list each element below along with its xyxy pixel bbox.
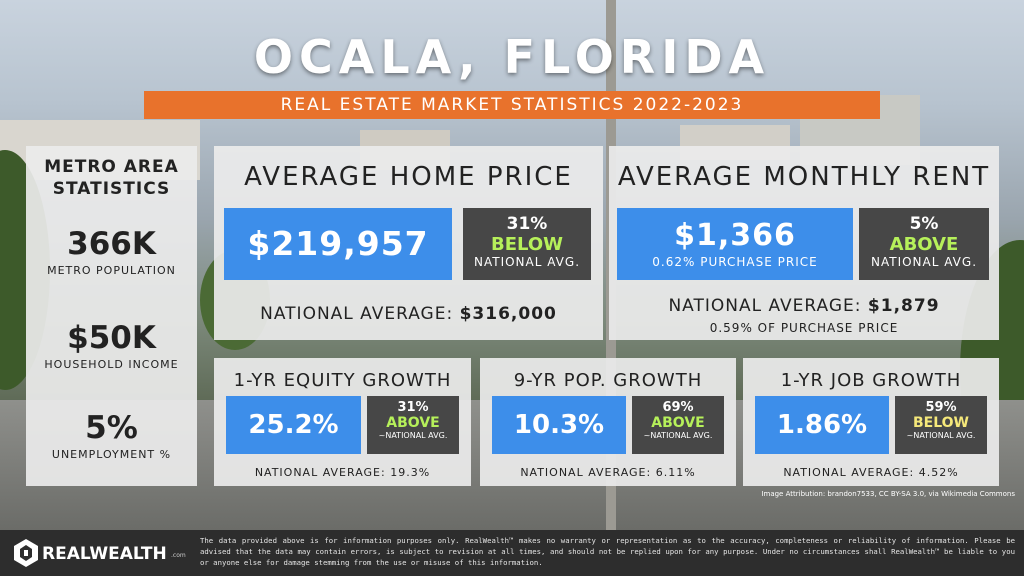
metro-heading-line2: STATISTICS — [52, 179, 171, 199]
equity-growth-direction: ABOVE — [386, 415, 440, 431]
home-price-title: AVERAGE HOME PRICE — [244, 162, 573, 192]
population-growth-national: NATIONAL AVERAGE: 6.11% — [520, 466, 696, 479]
equity-growth-national: NATIONAL AVERAGE: 19.3% — [254, 466, 431, 479]
equity-growth-title: 1-YR EQUITY GROWTH — [233, 370, 452, 391]
population-growth-compare-box: 69% ABOVE ~NATIONAL AVG. — [632, 396, 724, 454]
metro-population-label: METRO POPULATION — [47, 264, 176, 277]
job-growth-pct: 59% — [925, 400, 957, 415]
monthly-rent-national-label: NATIONAL AVERAGE: — [668, 296, 862, 316]
monthly-rent-direction: ABOVE — [889, 234, 959, 255]
monthly-rent-pct: 5% — [909, 214, 939, 234]
home-price-national-value: $316,000 — [459, 304, 557, 324]
monthly-rent-compare-box: 5% ABOVE NATIONAL AVG. — [859, 208, 989, 280]
equity-growth-panel: 1-YR EQUITY GROWTH 25.2% 31% ABOVE ~NATI… — [214, 358, 471, 486]
equity-growth-compare-label: ~NATIONAL AVG. — [378, 431, 448, 440]
job-growth-value: 1.86% — [776, 410, 868, 440]
equity-growth-compare-box: 31% ABOVE ~NATIONAL AVG. — [367, 396, 459, 454]
population-growth-title: 9-YR POP. GROWTH — [513, 370, 703, 391]
home-price-compare-label: NATIONAL AVG. — [473, 255, 581, 269]
job-growth-direction: BELOW — [913, 415, 969, 431]
job-growth-national: NATIONAL AVERAGE: 4.52% — [783, 466, 959, 479]
brand-suffix: .com — [171, 552, 186, 559]
population-growth-pct: 69% — [662, 400, 694, 415]
household-income-label: HOUSEHOLD INCOME — [44, 358, 179, 371]
monthly-rent-compare-label: NATIONAL AVG. — [870, 255, 978, 269]
image-attribution: Image Attribution: brandon7533, CC BY-SA… — [761, 490, 1015, 498]
home-price-direction: BELOW — [491, 234, 563, 255]
monthly-rent-value: $1,366 — [674, 218, 796, 253]
equity-growth-pct: 31% — [397, 400, 429, 415]
page-title: OCALA, FLORIDA — [253, 30, 771, 84]
monthly-rent-value-box: $1,366 0.62% PURCHASE PRICE — [617, 208, 853, 280]
home-price-value-box: $219,957 — [224, 208, 452, 280]
equity-growth-value: 25.2% — [248, 410, 339, 440]
subtitle-banner: REAL ESTATE MARKET STATISTICS 2022-2023 — [144, 91, 880, 119]
unemployment-value: 5% — [85, 410, 138, 446]
realwealth-logo-icon — [14, 539, 38, 567]
brand-name: REALWEALTH — [42, 544, 167, 564]
population-growth-panel: 9-YR POP. GROWTH 10.3% 69% ABOVE ~NATION… — [480, 358, 736, 486]
footer-bar: REALWEALTH .com The data provided above … — [0, 530, 1024, 576]
home-price-national: NATIONAL AVERAGE: $316,000 — [214, 304, 603, 324]
disclaimer-text: The data provided above is for informati… — [200, 536, 1015, 567]
metro-area-panel: METRO AREA STATISTICS 366K METRO POPULAT… — [26, 146, 197, 486]
monthly-rent-panel: AVERAGE MONTHLY RENT $1,366 0.62% PURCHA… — [609, 146, 999, 340]
monthly-rent-national-value: $1,879 — [867, 296, 940, 316]
monthly-rent-national: NATIONAL AVERAGE: $1,879 — [609, 296, 999, 316]
population-growth-direction: ABOVE — [651, 415, 705, 431]
equity-growth-value-box: 25.2% — [226, 396, 361, 454]
monthly-rent-sub: 0.62% PURCHASE PRICE — [652, 255, 818, 269]
job-growth-panel: 1-YR JOB GROWTH 1.86% 59% BELOW ~NATIONA… — [743, 358, 999, 486]
unemployment-label: UNEMPLOYMENT % — [51, 448, 172, 461]
home-price-compare-box: 31% BELOW NATIONAL AVG. — [463, 208, 591, 280]
population-growth-value: 10.3% — [513, 410, 605, 440]
home-price-value: $219,957 — [247, 224, 429, 263]
monthly-rent-title: AVERAGE MONTHLY RENT — [617, 162, 991, 192]
household-income-value: $50K — [67, 320, 156, 356]
job-growth-title: 1-YR JOB GROWTH — [780, 370, 962, 391]
home-price-pct: 31% — [506, 214, 548, 234]
metro-heading-line1: METRO AREA — [44, 157, 179, 177]
metro-heading: METRO AREA STATISTICS — [26, 156, 197, 200]
population-growth-compare-label: ~NATIONAL AVG. — [643, 431, 713, 440]
job-growth-compare-label: ~NATIONAL AVG. — [906, 431, 976, 440]
metro-population-value: 366K — [67, 226, 156, 262]
home-price-national-label: NATIONAL AVERAGE: — [260, 304, 454, 324]
job-growth-value-box: 1.86% — [755, 396, 889, 454]
population-growth-value-box: 10.3% — [492, 396, 626, 454]
job-growth-compare-box: 59% BELOW ~NATIONAL AVG. — [895, 396, 987, 454]
monthly-rent-national-sub: 0.59% OF PURCHASE PRICE — [709, 321, 899, 335]
home-price-panel: AVERAGE HOME PRICE $219,957 31% BELOW NA… — [214, 146, 603, 340]
